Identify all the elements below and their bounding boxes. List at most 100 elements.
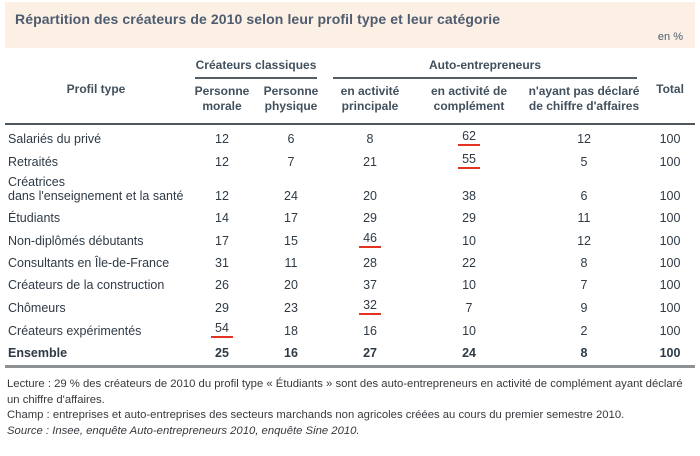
cell-value: 24 [415,340,524,368]
cell-value: 10 [462,278,476,292]
red-underlined-value: 54 [211,321,233,338]
cell-value: 100 [645,340,696,368]
cell-value: 55 [415,148,523,171]
cell-value: 12 [215,189,229,203]
cell-value: 7 [465,301,473,315]
cell-value: 12 [577,132,591,146]
row-label: Créatrices dans l'enseignement et la san… [8,175,184,203]
group-header-row: Profil type Créateurs classiques Auto-en… [5,55,696,125]
group-header-createurs-classiques: Créateurs classiques [187,55,325,79]
data-table: Profil type Créateurs classiques Auto-en… [5,55,696,368]
cell-value: 100 [659,234,681,248]
group-header-auto-entrepreneurs: Auto-entrepreneurs [325,55,645,79]
row-label: Non-diplômés débutants [8,234,144,248]
cell-value: 10 [462,234,476,248]
figure-notes: Lecture : 29 % des créateurs de 2010 du … [5,377,695,439]
cell-value: 20 [284,278,298,292]
table-header: Profil type Créateurs classiques Auto-en… [5,55,696,125]
cell-value: 100 [659,132,681,146]
figure-header: Répartition des créateurs de 2010 selon … [5,2,695,48]
group-header-createurs-classiques-label: Créateurs classiques [195,58,318,79]
figure-title: Répartition des créateurs de 2010 selon … [15,11,501,27]
red-underlined-value: 55 [458,152,480,169]
cell-value: 5 [580,155,588,169]
cell-value: 17 [215,234,229,248]
table-row: Consultants en Île-de-France 31 11 28 22 8 100 [5,250,695,272]
cell-value: 6 [287,132,295,146]
cell-value: 37 [363,278,377,292]
cell-value: 8 [366,132,374,146]
cell-value: 12 [215,155,229,169]
red-underlined-value: 32 [359,298,381,315]
table-row: Chômeurs 29 23 32 7 9 100 [5,294,695,317]
table-row: Créateurs de la construction 26 20 37 10 7 100 [5,272,695,294]
row-label: Créateurs de la construction [8,278,165,292]
row-label: Étudiants [8,211,61,225]
cell-value: 26 [215,278,229,292]
cell-value: 100 [659,278,681,292]
cell-value: 46 [325,227,415,250]
cell-value: 17 [284,211,298,225]
cell-value: 14 [215,211,229,225]
table-row: Retraités 12 7 21 55 5 100 [5,148,695,171]
cell-value: 20 [363,189,377,203]
cell-value: 11 [577,211,591,225]
cell-value: 22 [462,256,476,270]
cell-value: 25 [187,340,257,368]
note-champ: Champ : entreprises et auto-entreprises … [7,409,625,422]
column-header-activite-complement: en activité de complément [415,79,524,125]
cell-value: 12 [577,234,591,248]
cell-value: 21 [363,155,377,169]
cell-value: 8 [580,256,588,270]
cell-value: 16 [257,340,326,368]
note-lecture: Lecture : 29 % des créateurs de 2010 du … [7,378,683,406]
red-underlined-value: 62 [458,129,480,146]
cell-value: 100 [659,324,681,338]
cell-value: 27 [325,340,416,368]
row-label: Chômeurs [8,301,66,315]
cell-value: 31 [215,256,229,270]
red-underlined-value: 46 [359,231,381,248]
cell-value: 2 [580,324,588,338]
cell-value: 100 [659,256,681,270]
table-row: Étudiants 14 17 29 29 11 100 [5,205,695,227]
cell-value: 29 [462,211,476,225]
column-header-total: Total [645,55,696,125]
table-row: Ensemble 25 16 27 24 8 100 [5,340,696,368]
sub-header-row: Personne morale Personne physique en act… [5,79,695,125]
table-row: Créateurs expérimentés 54 18 16 10 2 100 [5,317,695,340]
cell-value: 7 [287,155,295,169]
cell-value: 18 [284,324,298,338]
table-row: Salariés du privé 12 6 8 62 12 100 [5,124,695,148]
cell-value: 8 [523,340,646,368]
row-label: Consultants en Île-de-France [8,256,170,270]
cell-value: 100 [659,155,681,169]
cell-value: 100 [659,211,681,225]
cell-value: 23 [284,301,298,315]
cell-value: 62 [415,124,523,148]
cell-value: 15 [284,234,298,248]
cell-value: 16 [363,324,377,338]
row-label: Salariés du privé [8,132,102,146]
cell-value: 28 [363,256,377,270]
cell-value: 100 [659,301,681,315]
cell-value: 32 [325,294,415,317]
row-label: Retraités [8,155,59,169]
cell-value: 12 [215,132,229,146]
cell-value: 29 [363,211,377,225]
cell-value: 6 [580,189,588,203]
unit-label: en % [657,31,683,43]
table-row: Non-diplômés débutants 17 15 46 10 12 100 [5,227,695,250]
cell-value: 9 [580,301,588,315]
column-header-personne-morale: Personne morale [187,79,257,125]
note-source: Source : Insee, enquête Auto-entrepreneu… [7,424,360,437]
statistics-figure: Répartition des créateurs de 2010 selon … [5,2,696,439]
cell-value: 100 [659,189,681,203]
column-header-profil-type: Profil type [5,55,187,125]
cell-value: 7 [580,278,588,292]
group-header-auto-entrepreneurs-label: Auto-entrepreneurs [333,58,638,79]
cell-value: 24 [284,189,298,203]
cell-value: 38 [462,189,476,203]
column-header-non-declare: n'ayant pas déclaré de chiffre d'affaire… [523,79,646,125]
cell-value: 29 [215,301,229,315]
